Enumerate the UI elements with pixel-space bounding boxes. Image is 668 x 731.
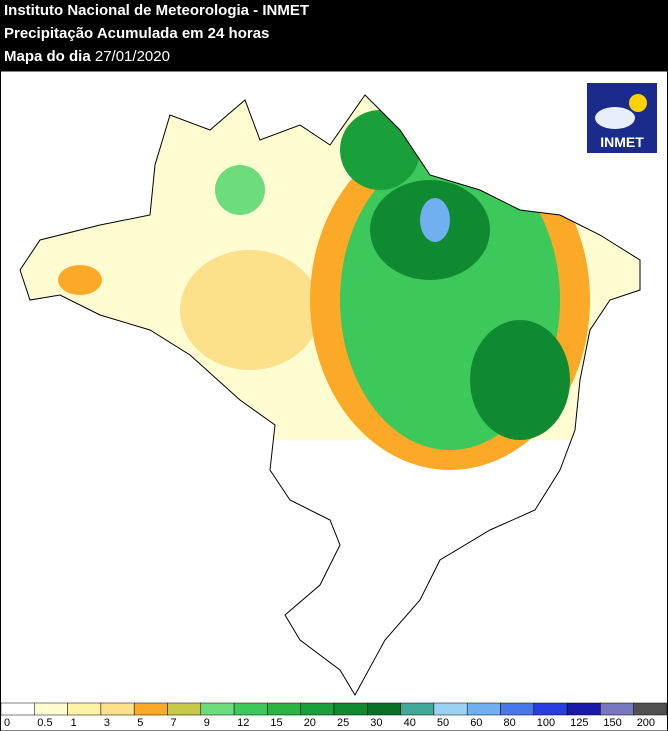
legend-label: 3 — [104, 717, 110, 729]
date-label: Mapa do dia — [4, 48, 91, 65]
legend-swatch — [34, 702, 68, 716]
field-patch — [215, 165, 265, 215]
legend-label: 7 — [171, 717, 177, 729]
legend-swatch — [400, 702, 435, 716]
legend-swatch — [67, 702, 102, 716]
field-patch — [58, 265, 102, 295]
field-patch — [340, 110, 420, 190]
legend-swatch — [566, 702, 601, 716]
legend-swatch — [133, 702, 168, 716]
header: Instituto Nacional de Meteorologia - INM… — [0, 0, 668, 71]
legend-swatch — [600, 702, 634, 716]
header-title: Instituto Nacional de Meteorologia - INM… — [4, 2, 310, 19]
legend-swatch — [0, 702, 35, 716]
field-patch — [420, 198, 450, 242]
legend: 0 0.5 1 3 5 7 9 12 15 20 25 30 40 50 60 80 100 125 150 200 — [0, 702, 668, 729]
legend-swatch — [500, 702, 535, 716]
legend-label: 0.5 — [37, 717, 52, 729]
field-dry — [20, 440, 640, 695]
date: 27/01/2020 — [94, 48, 170, 65]
legend-swatch — [433, 702, 468, 716]
legend-label: 200 — [637, 717, 655, 729]
legend-label: 125 — [570, 717, 588, 729]
legend-label: 25 — [337, 717, 349, 729]
logo-sun — [629, 94, 647, 112]
legend-label: 12 — [237, 717, 249, 729]
legend-swatch — [367, 702, 401, 716]
legend-label: 5 — [137, 717, 143, 729]
legend-swatch — [300, 702, 335, 716]
legend-swatch — [200, 702, 235, 716]
legend-label: 15 — [270, 717, 282, 729]
legend-swatch — [233, 702, 268, 716]
legend-label: 60 — [470, 717, 482, 729]
legend-label: 100 — [537, 717, 555, 729]
header-date-line: Mapa do dia 27/01/2020 — [4, 48, 170, 65]
legend-label: 50 — [437, 717, 449, 729]
logo-cloud — [595, 107, 635, 129]
legend-swatch — [333, 702, 368, 716]
legend-label: 30 — [370, 717, 382, 729]
legend-swatch — [633, 702, 668, 716]
header-subtitle: Precipitação Acumulada em 24 horas — [4, 25, 270, 42]
legend-swatch — [167, 702, 202, 716]
legend-label: 150 — [603, 717, 621, 729]
legend-label: 9 — [204, 717, 210, 729]
legend-swatch — [100, 702, 135, 716]
legend-label: 80 — [504, 717, 516, 729]
field-patch — [470, 320, 570, 440]
legend-swatch — [466, 702, 501, 716]
legend-swatch — [533, 702, 568, 716]
precip-field — [20, 95, 640, 695]
legend-label: 20 — [304, 717, 316, 729]
legend-swatch — [267, 702, 301, 716]
legend-label: 1 — [71, 717, 77, 729]
field-patch — [180, 250, 320, 370]
legend-label: 0 — [4, 717, 10, 729]
legend-label: 40 — [404, 717, 416, 729]
logo-text: INMET — [600, 134, 644, 150]
